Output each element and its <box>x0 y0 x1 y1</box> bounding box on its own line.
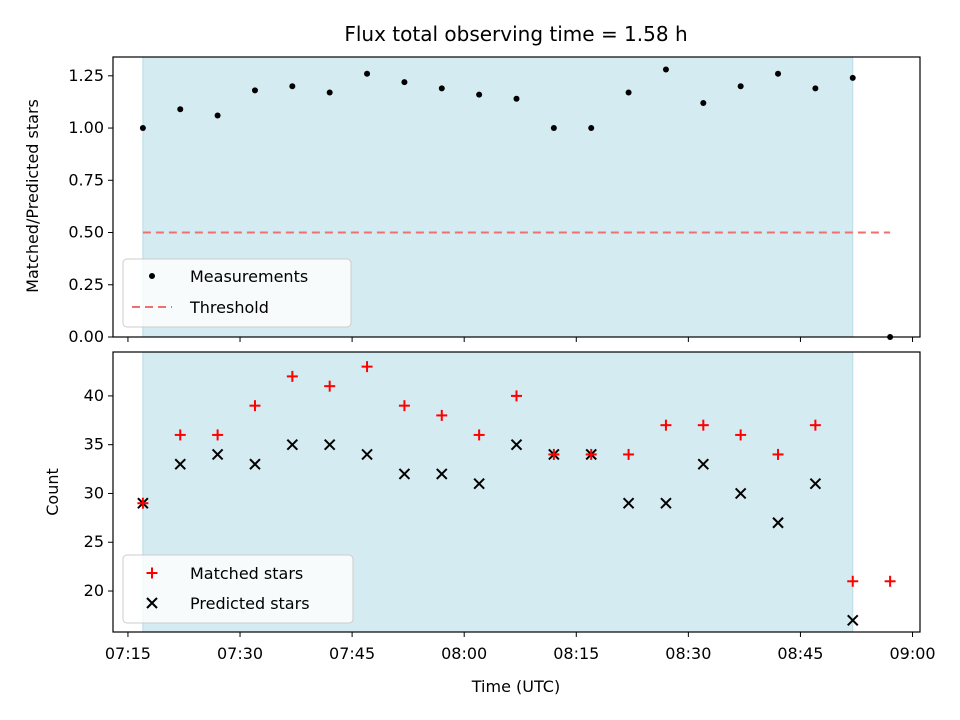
legend-threshold-label: Threshold <box>189 298 269 317</box>
measurement-point <box>251 87 258 94</box>
predicted-star-point <box>286 438 299 451</box>
top-y-tick-label: 0.25 <box>68 275 104 294</box>
x-tick-label: 08:45 <box>777 644 823 663</box>
matched-star-point <box>511 390 522 402</box>
x-tick-label: 07:45 <box>329 644 375 663</box>
matched-star-point <box>212 429 224 441</box>
predicted-star-point <box>772 517 784 529</box>
bottom-legend: Matched stars Predicted stars <box>122 554 354 624</box>
matched-star-point <box>623 448 635 460</box>
matched-star-point <box>361 361 373 373</box>
top-panel: 0.00 0.25 0.50 0.75 1.00 1.25 Measurements Thre… <box>68 56 921 346</box>
predicted-star-point <box>510 438 523 451</box>
matched-star-point <box>473 429 485 441</box>
x-axis-label: Time (UTC) <box>471 677 560 696</box>
x-tick-label: 08:15 <box>553 644 599 663</box>
top-y-axis-label: Matched/Predicted stars <box>23 99 42 293</box>
measurement-point <box>139 125 146 132</box>
predicted-star-point <box>174 458 186 470</box>
measurement-point <box>177 106 184 113</box>
matched-star-point <box>174 429 186 441</box>
bottom-y-tick-label: 40 <box>84 386 104 405</box>
measurement-point <box>214 112 221 119</box>
predicted-star-point <box>398 468 411 480</box>
measurement-point <box>700 99 707 106</box>
measurement-point <box>737 83 744 90</box>
matched-star-point <box>772 448 784 460</box>
x-tick-label: 07:15 <box>105 644 151 663</box>
matched-star-point <box>809 419 821 431</box>
top-plot-frame <box>112 56 921 338</box>
bottom-panel: 20 25 30 35 40 07:15 07:30 07:45 08:00 08:15 08:30… <box>84 351 936 663</box>
predicted-star-point <box>734 487 747 500</box>
x-tick-label: 08:30 <box>665 644 711 663</box>
matched-star-point <box>735 429 747 441</box>
matched-star-point <box>697 419 709 431</box>
bottom-y-tick-label: 20 <box>84 581 104 600</box>
legend-predicted-marker <box>146 597 158 609</box>
top-y-tick-label: 0.50 <box>68 223 104 242</box>
matched-star-point <box>884 575 896 587</box>
predicted-star-point <box>697 458 710 470</box>
legend-matched-label: Matched stars <box>190 564 303 583</box>
predicted-star-point <box>249 458 261 470</box>
bottom-y-tick-label: 25 <box>84 532 104 551</box>
measurement-point <box>775 70 782 77</box>
predicted-star-point <box>660 497 672 509</box>
legend-matched-marker <box>146 567 158 579</box>
measurement-point <box>625 89 632 96</box>
measurement-point <box>550 125 557 132</box>
bottom-y-tick-label: 35 <box>84 435 104 454</box>
chart-title: Flux total observing time = 1.58 h <box>344 22 687 46</box>
measurement-point <box>438 85 445 92</box>
predicted-star-point <box>361 448 373 461</box>
matched-star-point <box>324 380 336 392</box>
matched-star-point <box>398 400 410 412</box>
bottom-plot-frame <box>112 351 921 633</box>
x-tick-label: 09:00 <box>889 644 935 663</box>
measurement-point <box>401 79 408 86</box>
measurement-point <box>812 85 819 92</box>
legend-predicted-label: Predicted stars <box>190 594 310 613</box>
predicted-star-point <box>436 468 448 480</box>
top-y-tick-label: 1.25 <box>68 66 104 85</box>
bottom-legend-box <box>122 554 354 624</box>
predicted-star-point <box>211 448 224 461</box>
bottom-y-axis-label: Count <box>43 468 62 516</box>
matched-star-point <box>548 448 560 460</box>
predicted-star-point <box>847 614 859 626</box>
x-tick-label: 08:00 <box>441 644 487 663</box>
measurement-point <box>326 89 333 96</box>
matched-star-point <box>436 409 448 421</box>
matched-star-point <box>137 497 149 509</box>
measurement-point <box>364 70 371 77</box>
top-y-tick-label: 0.00 <box>68 327 104 346</box>
top-legend: Measurements Threshold <box>122 258 352 328</box>
measurement-point <box>513 95 520 102</box>
legend-measurements-marker <box>149 273 155 279</box>
matched-star-point <box>847 575 859 587</box>
measurement-point <box>662 66 669 73</box>
predicted-star-point <box>622 497 635 509</box>
top-legend-box <box>122 258 352 328</box>
predicted-star-point <box>323 438 336 451</box>
x-tick-label: 07:30 <box>217 644 263 663</box>
top-y-tick-label: 0.75 <box>68 170 104 189</box>
matched-star-point <box>585 448 597 460</box>
measurement-point <box>289 83 296 90</box>
legend-measurements-label: Measurements <box>190 267 308 286</box>
bottom-y-tick-label: 30 <box>84 483 104 502</box>
measurement-point <box>588 125 595 132</box>
measurement-point <box>849 74 856 81</box>
predicted-star-point <box>809 478 822 490</box>
measurement-point <box>476 91 483 98</box>
matched-star-point <box>249 400 261 412</box>
matched-star-point <box>286 370 298 382</box>
top-y-tick-label: 1.00 <box>68 118 104 137</box>
predicted-star-point <box>473 478 485 490</box>
matched-star-point <box>660 419 672 431</box>
